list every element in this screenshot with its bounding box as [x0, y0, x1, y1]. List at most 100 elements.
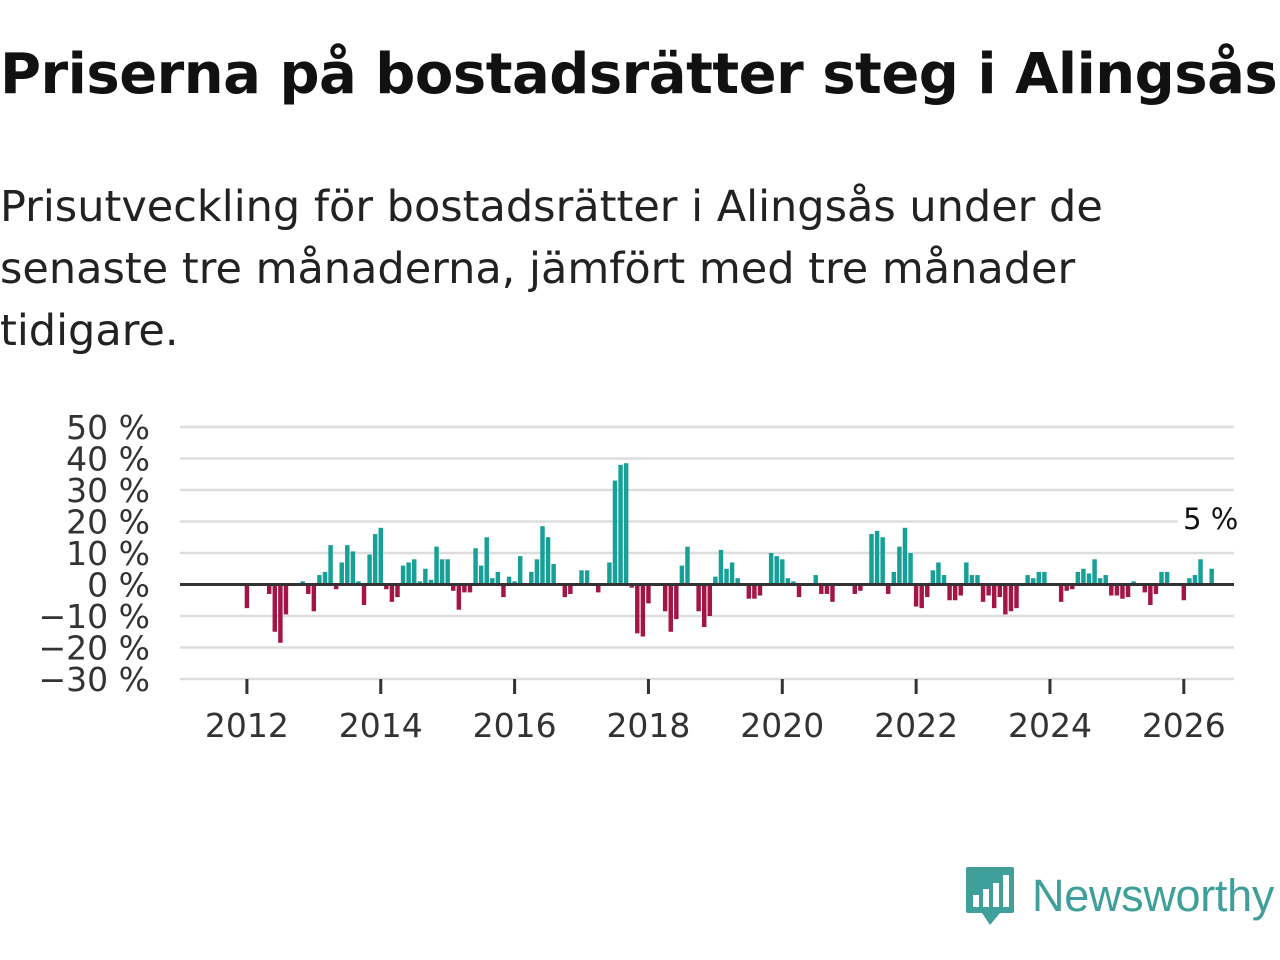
bar — [456, 584, 462, 610]
bar — [1181, 584, 1187, 601]
bar — [1125, 584, 1131, 598]
last-value-label: 5 % — [1183, 502, 1238, 536]
y-tick-label: 40 % — [66, 440, 150, 479]
bar — [1120, 584, 1125, 599]
y-tick-label: 30 % — [66, 471, 150, 510]
bar — [980, 584, 986, 602]
chart-subtitle: Prisutveckling för bostadsrätter i Aling… — [0, 182, 1103, 356]
bar — [356, 581, 361, 585]
x-tick-label: 2018 — [606, 706, 690, 740]
bar — [813, 575, 818, 585]
bar — [1075, 571, 1081, 585]
bar — [618, 464, 623, 585]
bar — [768, 553, 774, 585]
bar — [752, 584, 757, 599]
bar — [311, 584, 317, 612]
bar — [952, 584, 958, 601]
bar — [858, 584, 863, 591]
bar — [1209, 568, 1214, 585]
bar — [1036, 571, 1042, 585]
bar — [540, 526, 545, 585]
bar — [367, 554, 372, 585]
bar — [1109, 584, 1114, 596]
bar — [796, 584, 802, 598]
y-tick-label: 20 % — [66, 503, 150, 542]
bar — [378, 527, 383, 585]
bar — [579, 570, 584, 585]
bar — [629, 584, 634, 588]
bar — [283, 584, 289, 615]
bar — [428, 579, 434, 585]
bar — [635, 584, 640, 634]
x-axis: 2012 2014 2016 2018 2020 2022 2024 2026 — [205, 679, 1226, 740]
newsworthy-logo[interactable]: Newsworthy — [964, 864, 1274, 928]
bar — [439, 559, 445, 585]
bar — [919, 584, 924, 609]
bar — [467, 584, 473, 593]
bar — [484, 537, 489, 585]
bar — [1148, 584, 1153, 605]
bar — [1008, 584, 1014, 612]
x-tick-label: 2016 — [473, 706, 557, 740]
bar — [473, 548, 478, 585]
bar — [267, 584, 272, 594]
bar — [1187, 578, 1192, 585]
bar — [434, 546, 439, 585]
bar — [623, 463, 629, 585]
x-tick-label: 2020 — [740, 706, 824, 740]
bar — [674, 584, 679, 620]
bar — [478, 565, 484, 585]
bar — [333, 584, 339, 590]
bar — [646, 584, 651, 604]
logo-text: Newsworthy — [1032, 870, 1275, 921]
bar — [1081, 568, 1086, 585]
bar — [947, 584, 952, 601]
bar — [830, 584, 835, 602]
bar — [729, 562, 735, 585]
bar — [445, 559, 450, 585]
bar — [936, 562, 941, 585]
bar — [1097, 578, 1103, 585]
bar — [545, 537, 551, 585]
y-tick-label: −30 % — [39, 660, 151, 699]
y-tick-label: −10 % — [39, 597, 151, 636]
bar — [701, 584, 707, 628]
bar — [406, 562, 411, 585]
bar — [1070, 584, 1075, 590]
bar — [668, 584, 673, 632]
bar — [400, 565, 406, 585]
bar — [529, 571, 534, 585]
bar — [1131, 581, 1136, 585]
bar — [869, 534, 874, 585]
bar — [1003, 584, 1008, 615]
bar — [1159, 571, 1164, 585]
bar — [852, 584, 858, 594]
bar — [345, 545, 350, 585]
bar — [1064, 584, 1069, 591]
bar — [562, 584, 568, 598]
bar — [551, 564, 556, 585]
gridlines — [180, 425, 1234, 681]
bar — [389, 584, 395, 602]
x-tick-label: 2014 — [339, 706, 423, 740]
bar — [913, 584, 919, 607]
bar — [395, 584, 400, 598]
bar — [958, 584, 963, 596]
bar — [746, 584, 752, 599]
bar — [328, 545, 333, 585]
y-axis-labels: 50 %40 %30 %20 %10 %0 %−10 %−20 %−30 % — [39, 408, 151, 699]
bar — [662, 584, 668, 612]
bar — [986, 584, 991, 596]
bar — [339, 562, 344, 585]
x-tick-label: 2012 — [205, 706, 289, 740]
bar — [780, 559, 785, 585]
bar — [568, 584, 573, 594]
bar — [1103, 575, 1108, 585]
bar — [941, 575, 947, 585]
bar — [724, 568, 729, 585]
bar — [501, 584, 506, 598]
y-tick-label: −20 % — [39, 629, 151, 668]
bar — [417, 581, 423, 585]
bar — [278, 584, 283, 643]
bar — [874, 530, 880, 585]
